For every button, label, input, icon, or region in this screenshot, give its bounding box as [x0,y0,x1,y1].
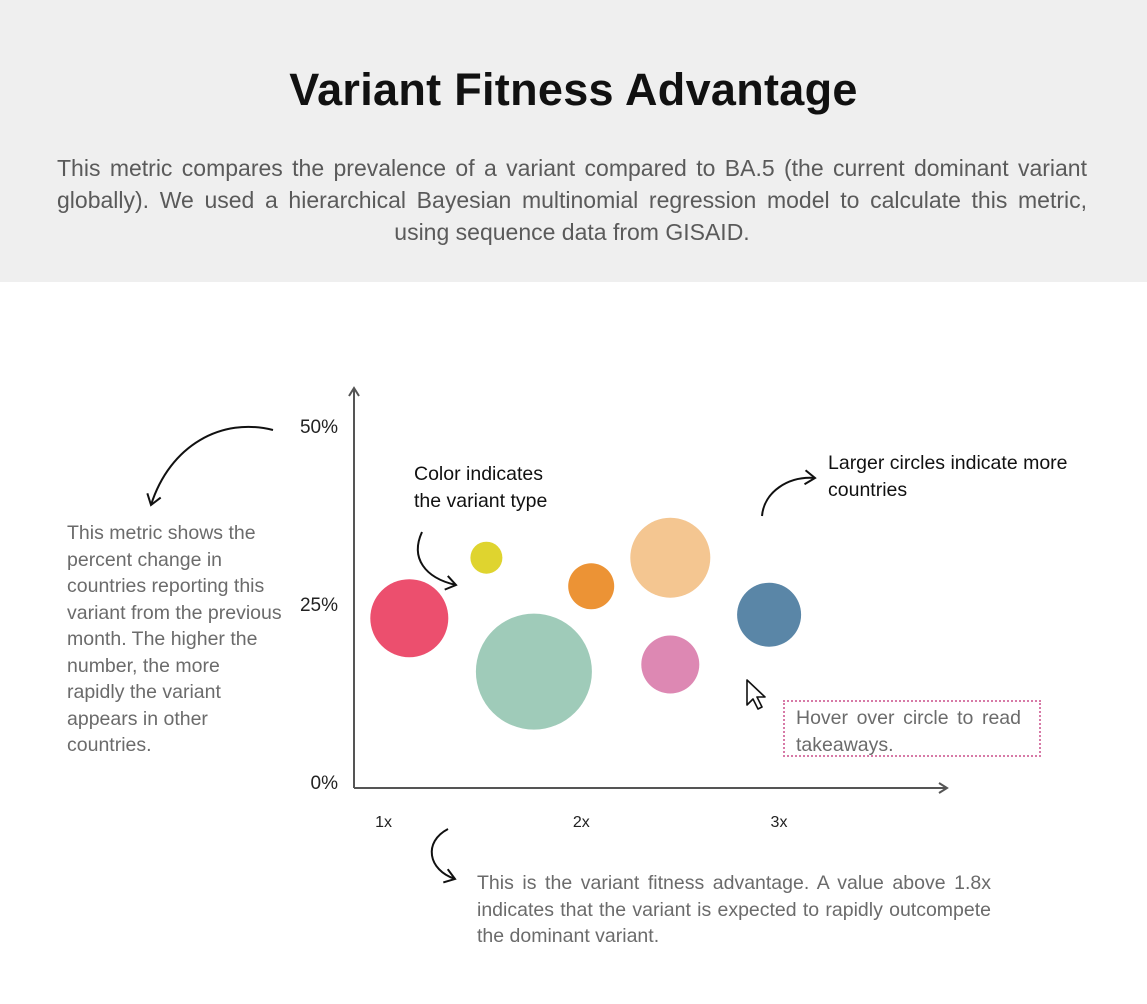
x-tick-label: 2x [573,814,590,831]
x-axis-explanation: This is the variant fitness advantage. A… [477,872,991,947]
header-banner: Variant Fitness Advantage This metric co… [0,0,1147,282]
page-subtitle: This metric compares the prevalence of a… [57,155,1087,245]
left-note-arrow [146,425,274,507]
y-tick-label: 25% [300,595,338,616]
bubble-7[interactable] [737,582,802,647]
x-tick-label: 3x [771,814,788,831]
bubble-3[interactable] [475,613,592,730]
y-axis-explanation: This metric shows the percent change in … [67,522,282,756]
y-tick-label: 50% [300,417,338,438]
color-legend-note: Color indicates the variant type [414,463,548,512]
color-note-arrow [416,531,458,591]
tick-layer: 1x 2x 3x 0% 25% 50% [300,417,787,831]
bubble-4[interactable] [568,563,615,610]
size-note-arrow [761,469,817,517]
bottom-note-arrow [430,828,457,884]
mouse-cursor-icon [746,679,766,710]
size-legend-note: Larger circles indicate more countries [828,452,1068,501]
hover-hint-box: Hover over circle to read takeaways. [783,700,1041,757]
bubble-5[interactable] [630,517,711,598]
bubble-6[interactable] [641,635,700,694]
bubble-2[interactable] [470,541,503,574]
y-tick-label: 0% [311,773,339,794]
x-tick-label: 1x [375,814,392,831]
bubble-layer [370,517,802,730]
bubble-1[interactable] [370,579,449,658]
page-title: Variant Fitness Advantage [289,64,858,115]
